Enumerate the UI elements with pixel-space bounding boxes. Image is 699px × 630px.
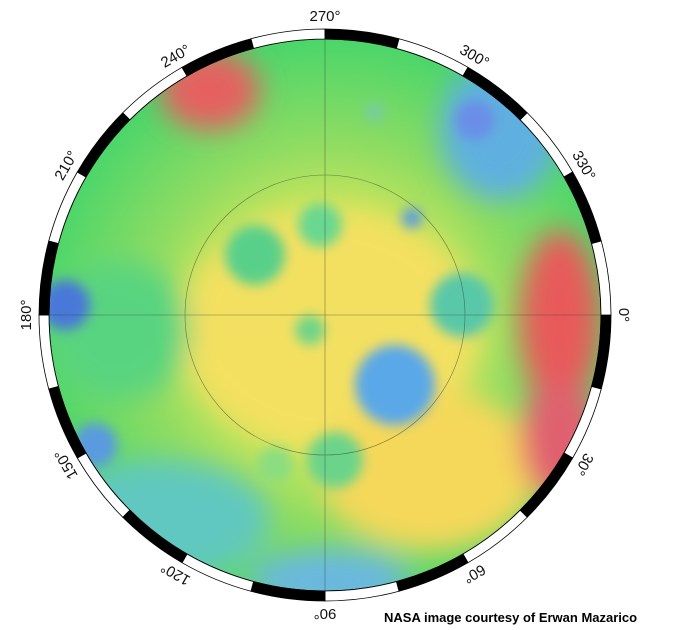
credit: NASA image courtesy of Erwan Mazarico [384,610,637,625]
ring-segment [591,240,612,316]
longitude-label: 270° [309,8,340,25]
longitude-label: 0° [615,308,632,322]
longitude-label: 90° [314,605,337,622]
graticule-ring [38,28,612,602]
longitude-label: 180° [18,299,35,330]
